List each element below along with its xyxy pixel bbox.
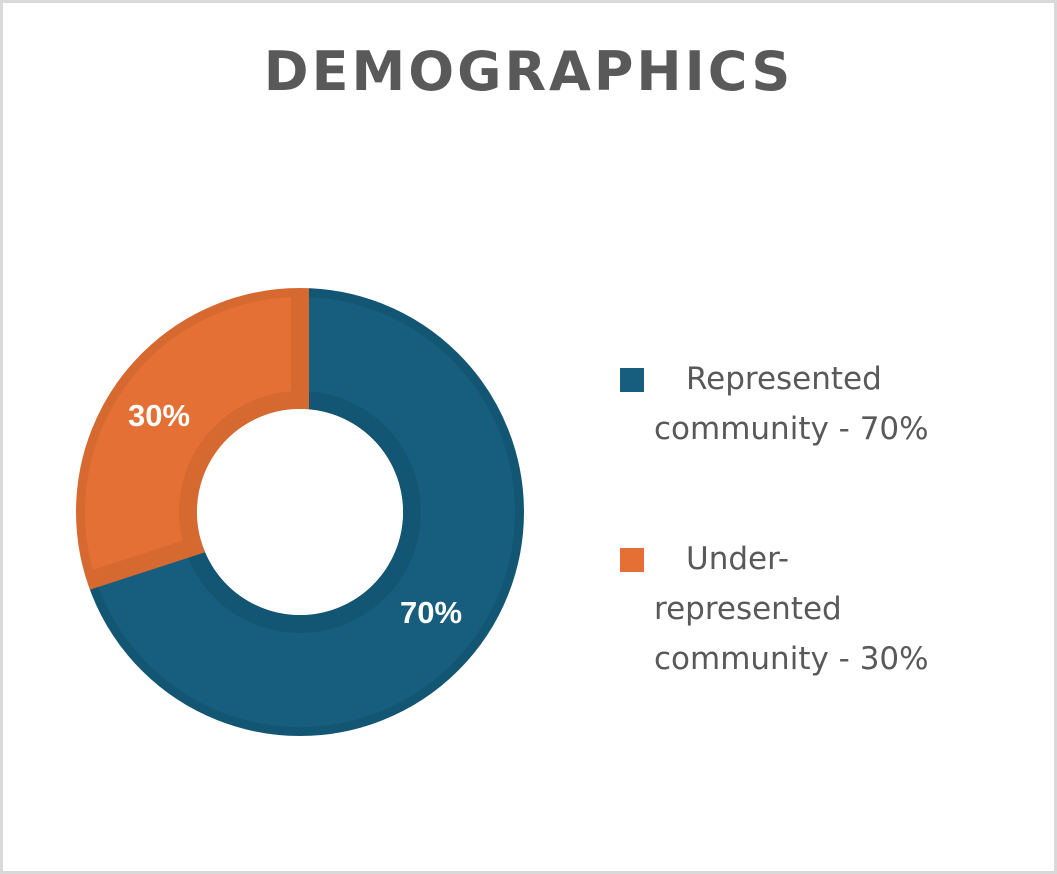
legend-label: Under-represented community - 30% [654,541,929,677]
legend-item-under-represented: Under-represented community - 30% [620,534,960,684]
data-label-represented: 70% [400,595,463,630]
data-label-under-represented: 30% [128,398,191,433]
slice-represented[interactable] [75,278,533,745]
chart-title: DEMOGRAPHICS [263,40,794,103]
legend-swatch-represented [620,368,644,392]
legend-item-represented: Represented community - 70% [620,354,960,454]
legend-swatch-under-represented [620,548,644,572]
legend-label: Represented community - 70% [654,361,929,447]
slice-under-represented[interactable] [67,278,309,593]
legend: Represented community - 70% Under-repres… [620,354,960,684]
